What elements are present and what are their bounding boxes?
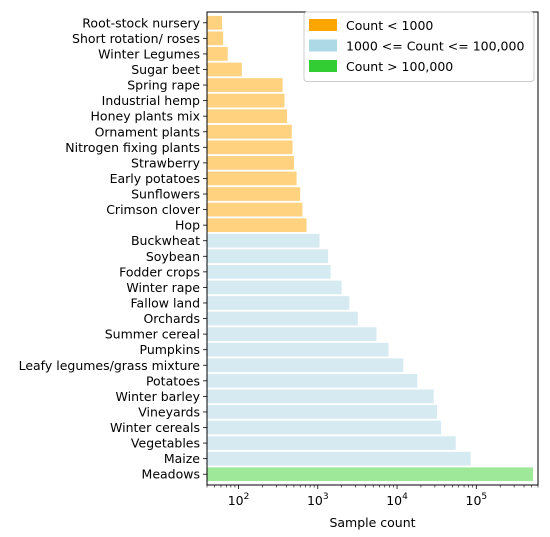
bar-vegetables — [207, 436, 456, 450]
category-label: Short rotation/ roses — [72, 31, 200, 46]
bar-root-stock-nursery — [207, 15, 223, 30]
category-label: Winter rape — [126, 280, 200, 295]
bars-group — [207, 15, 534, 482]
bar-soybean — [207, 249, 329, 264]
x-tick-label: 104 — [386, 492, 408, 508]
category-label: Meadows — [142, 467, 200, 482]
category-label: Winter cereals — [110, 420, 200, 435]
category-label: Vegetables — [131, 436, 200, 451]
legend-swatch-mid — [309, 39, 337, 52]
category-label: Winter Legumes — [98, 46, 200, 61]
category-label: Maize — [164, 451, 200, 466]
bar-winter-barley — [207, 389, 434, 404]
bar-strawberry — [207, 156, 294, 170]
category-label: Soybean — [146, 249, 200, 264]
legend-label-low: Count < 1000 — [346, 18, 433, 33]
category-label: Hop — [175, 218, 200, 233]
category-label: Leafy legumes/grass mixture — [19, 358, 201, 373]
bar-summer-cereal — [207, 327, 377, 341]
bar-orchards — [207, 311, 358, 326]
category-label: Root-stock nursery — [82, 15, 200, 30]
bar-fallow-land — [207, 296, 350, 310]
legend: Count < 1000 1000 <= Count <= 100,000 Coun… — [303, 11, 535, 82]
legend-swatch-high — [309, 60, 337, 72]
legend-label-mid: 1000 <= Count <= 100,000 — [346, 39, 524, 54]
category-label: Buckwheat — [131, 233, 200, 248]
bar-crimson-clover — [207, 202, 303, 217]
bar-nitrogen-fixing-plants — [207, 140, 293, 155]
category-label: Strawberry — [131, 155, 201, 170]
x-tick-label: 103 — [307, 492, 329, 508]
x-axis-title: Sample count — [329, 515, 415, 530]
legend-label-high: Count > 100,000 — [346, 59, 453, 74]
category-label: Fallow land — [131, 295, 200, 310]
category-label: Ornament plants — [95, 124, 200, 139]
category-label: Sugar beet — [131, 62, 200, 77]
category-label: Early potatoes — [110, 171, 200, 186]
legend-box — [303, 11, 535, 82]
category-label: Winter barley — [116, 389, 201, 404]
category-label: Vineyards — [138, 404, 200, 419]
bar-industrial-hemp — [207, 93, 285, 108]
category-label: Spring rape — [127, 78, 200, 93]
category-label: Honey plants mix — [91, 109, 200, 124]
bar-ornament-plants — [207, 124, 292, 139]
bar-buckwheat — [207, 233, 320, 248]
bar-leafy-legumes-grass-mixture — [207, 358, 404, 373]
category-label: Sunflowers — [131, 187, 200, 202]
bar-fodder-crops — [207, 265, 331, 279]
x-tick-label: 105 — [466, 492, 488, 508]
bar-winter-cereals — [207, 420, 442, 435]
category-label: Industrial hemp — [102, 93, 200, 108]
bar-meadows — [207, 467, 534, 482]
bar-maize — [207, 451, 471, 466]
y-ticks — [203, 22, 207, 475]
category-label: Nitrogen fixing plants — [65, 140, 200, 155]
category-label: Crimson clover — [106, 202, 201, 217]
bar-pumpkins — [207, 342, 389, 357]
bar-potatoes — [207, 373, 418, 388]
bar-honey-plants-mix — [207, 109, 288, 124]
category-label: Pumpkins — [140, 342, 201, 357]
bar-early-potatoes — [207, 171, 297, 186]
bar-short-rotation-roses — [207, 31, 224, 46]
bar-winter-rape — [207, 280, 342, 295]
x-tick-label: 102 — [228, 492, 250, 508]
category-label: Potatoes — [146, 373, 200, 388]
category-label: Fodder crops — [119, 264, 200, 279]
bar-spring-rape — [207, 78, 283, 92]
bar-sunflowers — [207, 187, 301, 201]
bar-hop — [207, 218, 307, 232]
category-label: Summer cereal — [105, 327, 200, 342]
bar-vineyards — [207, 405, 438, 419]
x-ticks: 102 103 104 105 — [206, 485, 539, 508]
bar-winter-legumes — [207, 47, 228, 61]
bar-sugar-beet — [207, 62, 242, 77]
category-label: Orchards — [143, 311, 200, 326]
legend-swatch-low — [309, 19, 337, 31]
